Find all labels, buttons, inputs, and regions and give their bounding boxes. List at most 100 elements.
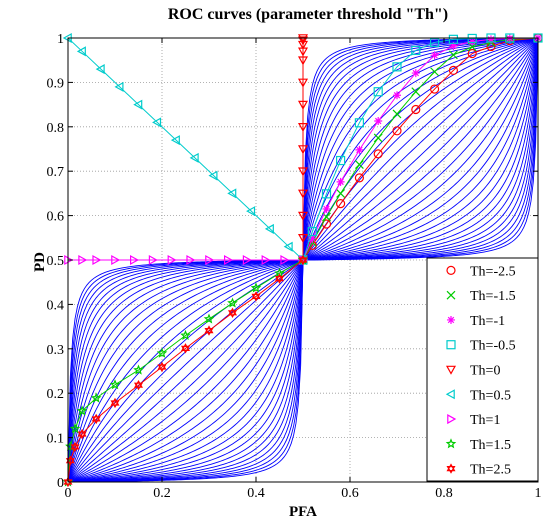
x-axis-label: PFA bbox=[289, 504, 317, 520]
background-curves bbox=[67, 37, 539, 483]
x-tick-label: 1 bbox=[535, 486, 542, 501]
data-point bbox=[298, 254, 308, 266]
data-point bbox=[430, 51, 439, 60]
legend-marker bbox=[446, 290, 456, 300]
data-point bbox=[133, 380, 144, 391]
x-tick-label: 0.6 bbox=[341, 486, 359, 501]
data-point bbox=[167, 254, 177, 266]
legend-box bbox=[426, 257, 539, 482]
legend-entry: Th=-2.5 bbox=[470, 264, 516, 279]
data-point bbox=[264, 223, 274, 234]
data-point bbox=[354, 173, 364, 183]
data-point bbox=[242, 254, 252, 266]
data-point bbox=[109, 379, 121, 390]
data-point bbox=[448, 34, 458, 44]
data-point bbox=[297, 145, 309, 155]
x-tick-label: 0.8 bbox=[435, 486, 453, 501]
data-point bbox=[180, 329, 191, 340]
data-point bbox=[205, 254, 215, 266]
y-tick-label: 0.8 bbox=[47, 121, 65, 136]
data-point bbox=[78, 254, 88, 266]
data-point bbox=[411, 45, 421, 56]
legend-marker bbox=[446, 463, 456, 474]
legend-marker bbox=[446, 265, 456, 275]
x-tick-label: 0.4 bbox=[247, 486, 265, 501]
legend: Th=-2.5 Th=-1.5 Th=-1 Th=-0.5 Th=0 Th=0.5 Th=1… bbox=[426, 257, 539, 482]
data-point bbox=[373, 87, 383, 97]
data-point bbox=[430, 84, 440, 94]
legend-entry: Th=1 bbox=[470, 413, 500, 428]
data-point bbox=[224, 254, 234, 266]
data-point bbox=[92, 254, 102, 266]
data-point bbox=[91, 413, 101, 425]
legend-marker bbox=[447, 315, 455, 324]
data-point bbox=[336, 199, 346, 209]
data-point bbox=[70, 441, 80, 453]
data-point bbox=[76, 405, 88, 416]
data-point bbox=[90, 392, 102, 403]
data-point bbox=[280, 254, 290, 266]
data-point bbox=[77, 428, 87, 440]
data-point bbox=[393, 91, 401, 100]
y-tick-label: 0.1 bbox=[47, 432, 65, 447]
x-tick-label: 0 bbox=[65, 486, 72, 501]
data-point bbox=[297, 78, 309, 88]
legend-marker bbox=[445, 389, 455, 400]
data-point bbox=[95, 64, 105, 75]
data-point bbox=[250, 282, 262, 293]
data-point bbox=[354, 160, 364, 169]
data-point bbox=[227, 297, 238, 308]
legend-entry: Th=0 bbox=[470, 364, 500, 379]
y-tick-label: 0.2 bbox=[47, 387, 65, 402]
data-point bbox=[203, 313, 215, 324]
y-tick-label: 0.3 bbox=[47, 343, 65, 358]
data-point bbox=[227, 188, 237, 199]
y-tick-label: 0 bbox=[57, 476, 64, 491]
data-point bbox=[110, 397, 120, 409]
data-point bbox=[204, 325, 214, 336]
y-tick-label: 0.6 bbox=[47, 210, 65, 225]
data-point bbox=[274, 273, 285, 284]
legend-marker bbox=[446, 340, 456, 350]
data-point bbox=[297, 36, 309, 46]
y-tick-label: 0.7 bbox=[47, 165, 65, 180]
data-point bbox=[373, 133, 383, 143]
data-point bbox=[297, 211, 309, 221]
legend-entry: Th=-1 bbox=[470, 314, 505, 329]
data-point bbox=[261, 254, 271, 266]
data-point bbox=[170, 135, 180, 146]
data-point bbox=[297, 56, 309, 66]
data-point bbox=[189, 152, 199, 163]
data-point bbox=[297, 100, 309, 110]
data-point bbox=[374, 117, 383, 126]
y-tick-label: 0.5 bbox=[47, 254, 65, 269]
data-point bbox=[157, 361, 167, 373]
data-point bbox=[133, 99, 143, 110]
data-point bbox=[246, 206, 256, 217]
y-axis-label: PD bbox=[32, 252, 48, 272]
chart-title: ROC curves (parameter threshold "Th") bbox=[168, 6, 448, 23]
legend-marker bbox=[447, 414, 457, 425]
data-point bbox=[227, 307, 238, 319]
data-point bbox=[65, 455, 75, 466]
legend-entry: Th=0.5 bbox=[470, 388, 511, 403]
data-point bbox=[69, 423, 81, 434]
data-point bbox=[392, 62, 402, 72]
data-point bbox=[448, 65, 458, 76]
data-point bbox=[152, 117, 162, 128]
data-point bbox=[76, 46, 86, 57]
data-point bbox=[180, 343, 191, 354]
data-point bbox=[449, 41, 458, 50]
data-point bbox=[448, 50, 458, 60]
data-point bbox=[487, 35, 495, 44]
data-point bbox=[283, 241, 293, 252]
data-point bbox=[308, 234, 317, 243]
data-point bbox=[297, 123, 309, 133]
data-point bbox=[156, 347, 168, 358]
y-tick-label: 1 bbox=[57, 32, 64, 47]
data-point bbox=[355, 145, 364, 154]
legend-entry: Th=1.5 bbox=[470, 438, 511, 453]
legend-entry: Th=-1.5 bbox=[470, 289, 516, 304]
data-point bbox=[297, 189, 309, 199]
y-tick-label: 0.9 bbox=[47, 76, 65, 91]
